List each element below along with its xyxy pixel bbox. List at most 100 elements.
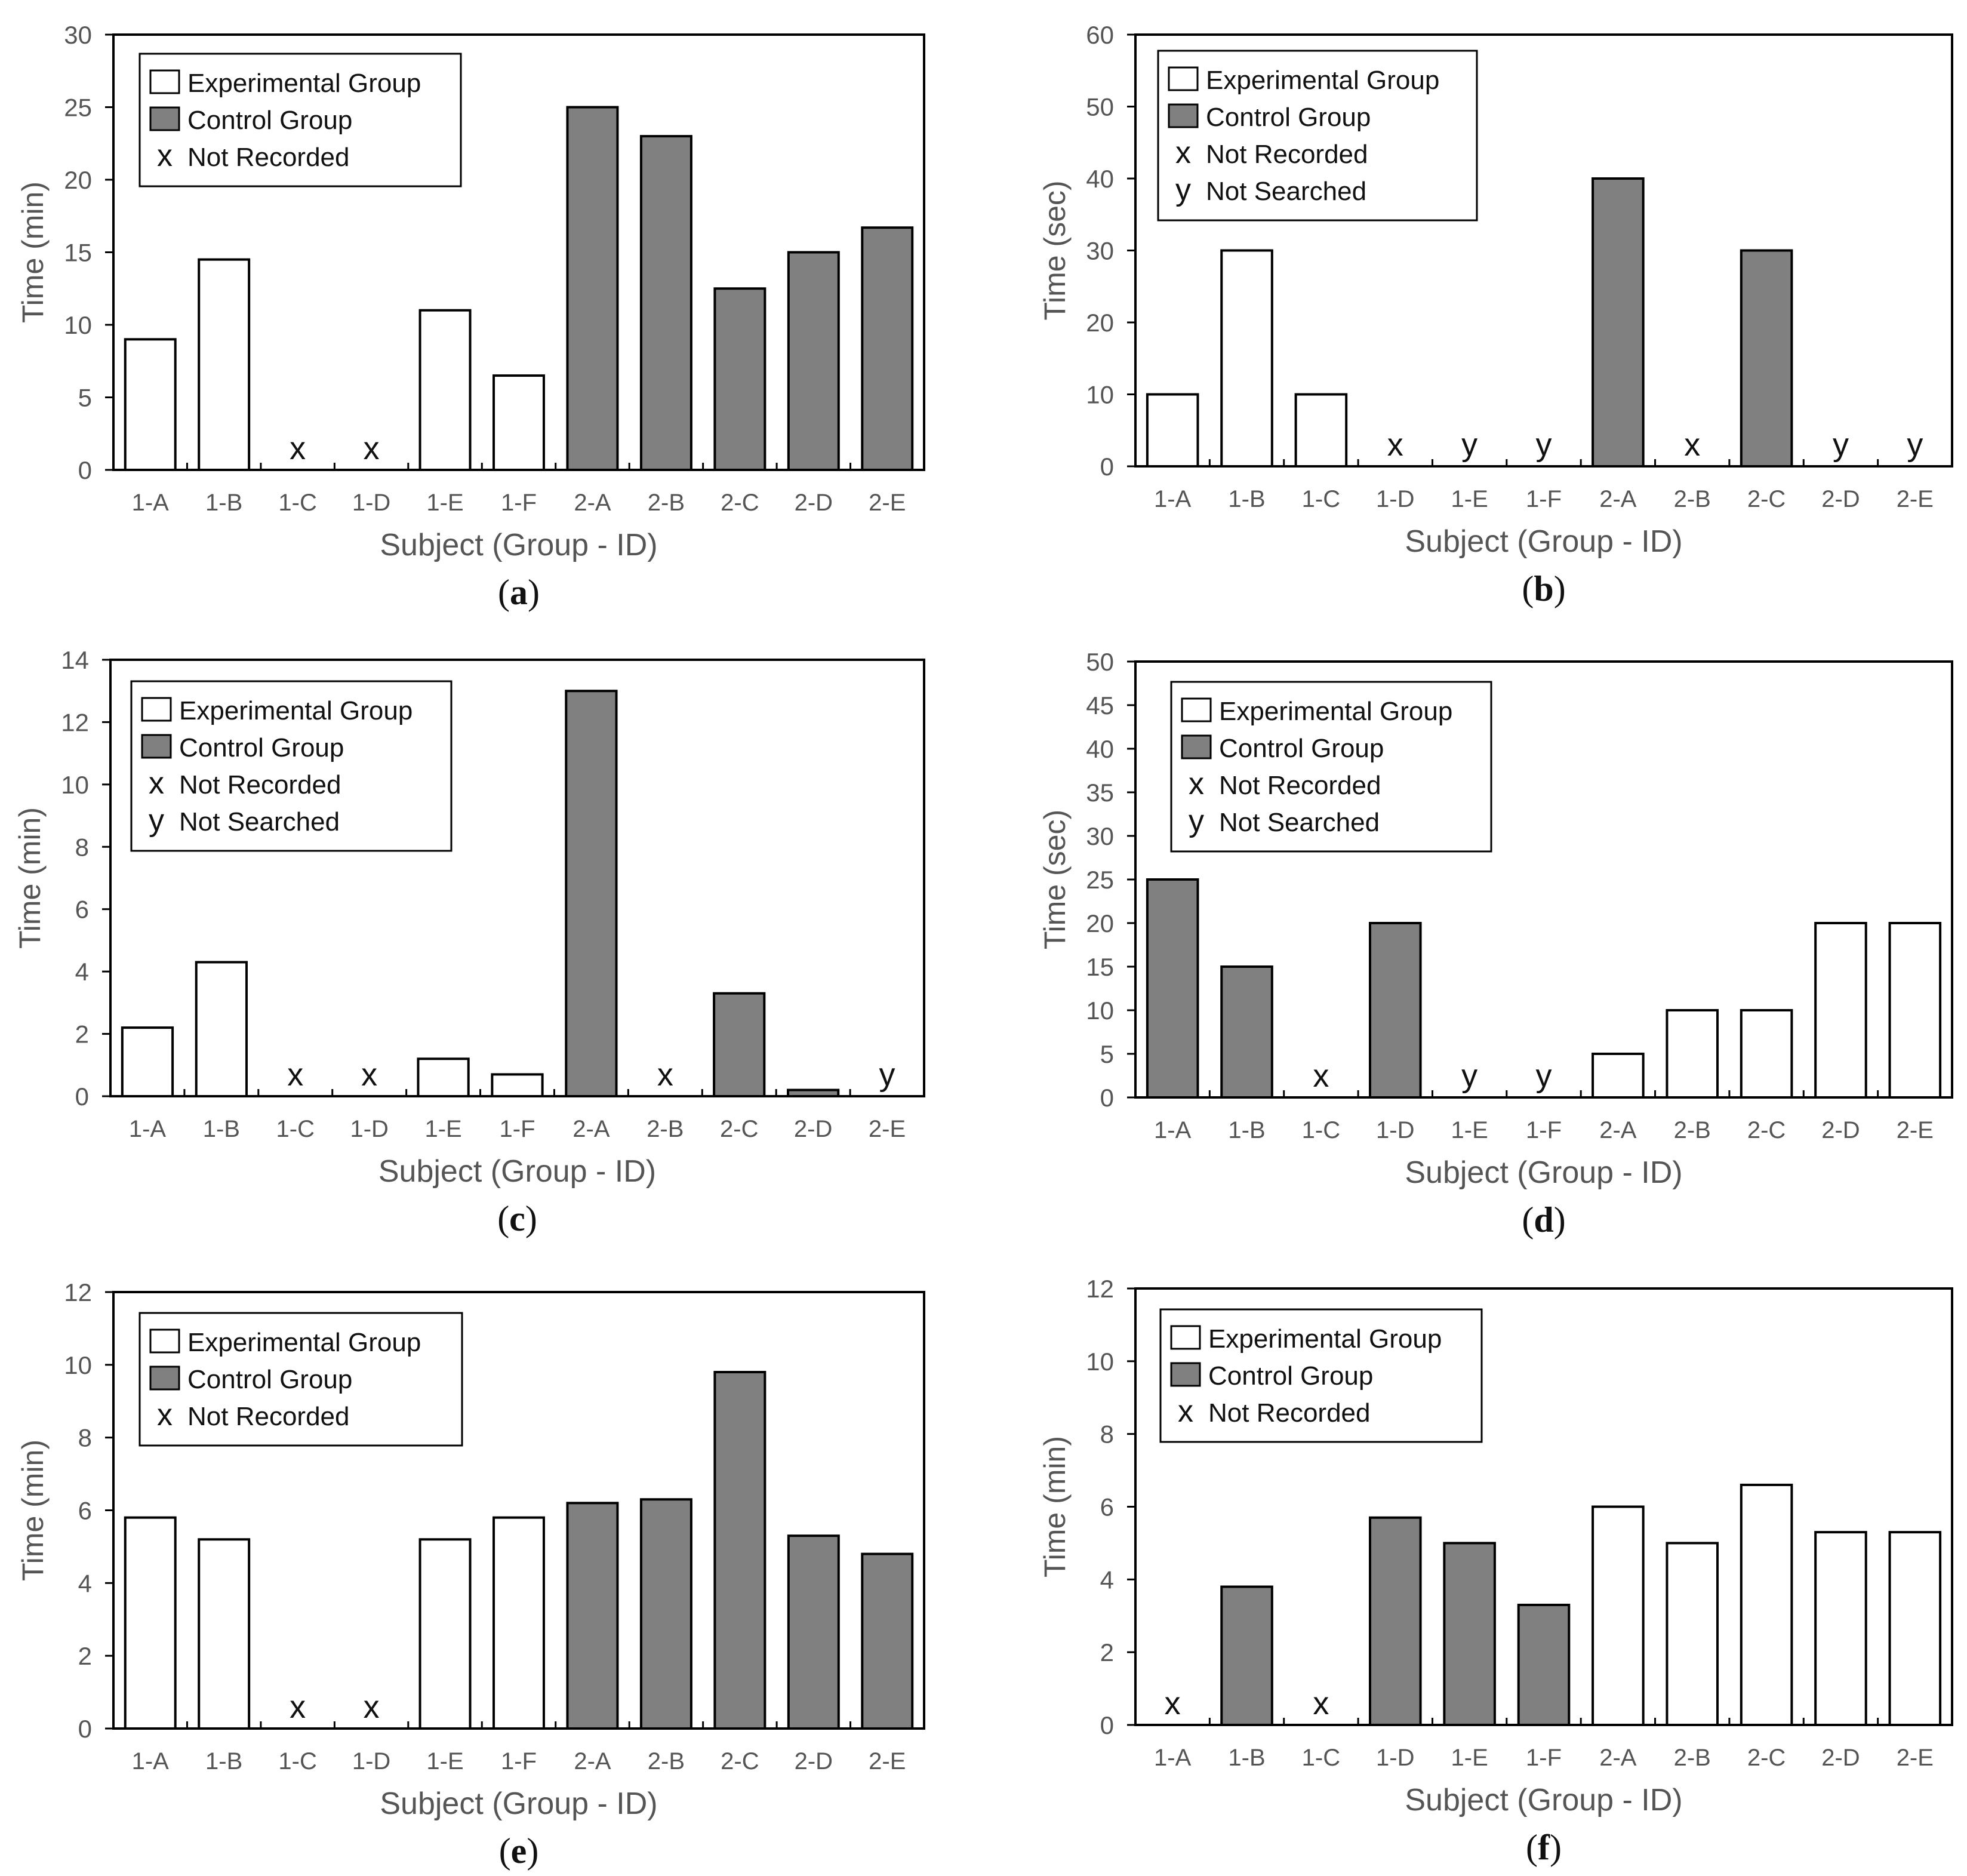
x-tick-label-a-1-B: 1-B — [205, 490, 242, 516]
bar-a-1-F — [492, 374, 545, 471]
bar-c-1-A — [121, 1026, 174, 1097]
x-tick-label-e-1-A: 1-A — [132, 1748, 170, 1774]
legend-swatch-control — [1170, 1362, 1201, 1387]
caption-paren: ) — [527, 1831, 538, 1871]
legend-swatch-experimental — [149, 69, 180, 94]
marker-b-1-D: x — [1387, 427, 1403, 463]
y-tick-label-c-4: 4 — [75, 958, 89, 986]
legend-symbol-not_recorded: x — [149, 766, 164, 801]
x-tick-label-c-1-E: 1-E — [424, 1116, 461, 1142]
bar-d-2-A — [1592, 1053, 1645, 1099]
x-tick-label-e-1-E: 1-E — [426, 1748, 463, 1774]
x-tick-label-d-2-B: 2-B — [1674, 1117, 1711, 1143]
bar-f-2-C — [1740, 1483, 1793, 1726]
legend-label-not_searched: Not Searched — [1206, 177, 1366, 206]
x-tick-label-b-2-C: 2-C — [1747, 486, 1786, 512]
marker-b-2-D: y — [1833, 427, 1849, 463]
y-tick-label-e-4: 4 — [78, 1569, 92, 1597]
bar-a-1-B — [198, 258, 251, 471]
x-tick-label-f-1-A: 1-A — [1154, 1745, 1192, 1771]
x-tick-label-c-1-F: 1-F — [500, 1116, 535, 1142]
x-axis-label-e: Subject (Group - ID) — [380, 1786, 657, 1821]
x-axis-label-c: Subject (Group - ID) — [378, 1154, 656, 1189]
legend-label-not_recorded: Not Recorded — [1219, 771, 1381, 800]
bar-b-1-B — [1220, 249, 1273, 468]
legend-label-experimental: Experimental Group — [1208, 1324, 1442, 1354]
x-axis-label-b: Subject (Group - ID) — [1405, 524, 1682, 559]
bar-b-2-A — [1592, 177, 1645, 468]
y-tick-label-e-6: 6 — [78, 1497, 92, 1525]
y-tick-label-e-12: 12 — [64, 1278, 92, 1306]
x-tick-label-d-1-D: 1-D — [1376, 1117, 1414, 1143]
x-tick-label-f-1-D: 1-D — [1376, 1745, 1414, 1771]
legend-swatch-experimental — [1168, 66, 1199, 91]
y-tick-label-a-20: 20 — [64, 166, 92, 194]
y-tick-label-d-35: 35 — [1086, 779, 1114, 807]
x-tick-label-e-1-F: 1-F — [501, 1748, 537, 1774]
legend-box — [130, 680, 452, 852]
bar-b-1-C — [1294, 393, 1348, 468]
caption-letter: e — [511, 1831, 527, 1871]
bar-d-1-B — [1220, 965, 1273, 1099]
bar-e-2-B — [639, 1498, 692, 1730]
x-tick-label-c-1-C: 1-C — [276, 1116, 315, 1142]
y-tick-label-c-8: 8 — [75, 833, 89, 861]
legend-swatch-control — [149, 106, 180, 131]
legend-symbol-not_recorded: x — [157, 139, 173, 173]
x-tick-label-a-2-C: 2-C — [721, 490, 759, 516]
caption-a: (a) — [498, 573, 540, 612]
bar-f-2-E — [1888, 1531, 1942, 1726]
y-axis-label-f: Time (min) — [1038, 1436, 1072, 1577]
y-tick-label-b-50: 50 — [1086, 93, 1114, 121]
chart-b: 1-A 1-B 1-C x 1-D y 1-E y 1-F 2-A x 2-B 2-C y 2-D y 2-E 0… — [1038, 21, 1953, 608]
legend-label-experimental: Experimental Group — [187, 69, 421, 98]
caption-letter: a — [510, 573, 528, 612]
legend-swatch-control — [141, 734, 172, 759]
x-tick-label-a-1-C: 1-C — [278, 490, 316, 516]
x-tick-label-d-2-A: 2-A — [1599, 1117, 1637, 1143]
bar-f-2-D — [1814, 1531, 1867, 1726]
x-tick-label-c-2-A: 2-A — [572, 1116, 610, 1142]
x-tick-label-d-1-A: 1-A — [1154, 1117, 1192, 1143]
caption-d: (d) — [1522, 1200, 1565, 1240]
x-tick-label-c-1-A: 1-A — [129, 1116, 167, 1142]
x-tick-label-f-1-B: 1-B — [1228, 1745, 1265, 1771]
legend-box — [1170, 681, 1492, 853]
bar-f-1-D — [1368, 1516, 1422, 1726]
bar-c-1-B — [195, 961, 248, 1097]
legend-label-not_recorded: Not Recorded — [1208, 1398, 1370, 1428]
legend-label-control: Control Group — [1219, 734, 1384, 763]
y-tick-label-c-6: 6 — [75, 896, 89, 924]
marker-b-2-B: x — [1684, 427, 1700, 463]
y-tick-label-c-0: 0 — [75, 1082, 89, 1111]
x-tick-label-e-2-E: 2-E — [869, 1748, 906, 1774]
x-tick-label-d-1-B: 1-B — [1228, 1117, 1265, 1143]
x-tick-label-b-1-D: 1-D — [1376, 486, 1414, 512]
marker-c-2-E: y — [879, 1057, 895, 1093]
legend-swatch-control — [1168, 103, 1199, 128]
y-tick-label-f-8: 8 — [1100, 1420, 1114, 1448]
caption-c: (c) — [497, 1199, 537, 1238]
x-tick-label-d-1-C: 1-C — [1302, 1117, 1340, 1143]
chart-a: 1-A 1-B x 1-C x 1-D 1-E 1-F 2-A 2-B 2-C 2-D 2-E 0 5 10 1… — [16, 21, 925, 612]
x-tick-label-f-2-E: 2-E — [1897, 1745, 1934, 1771]
y-tick-label-e-2: 2 — [78, 1642, 92, 1670]
chart-c: 1-A 1-B x 1-C x 1-D 1-E 1-F 2-A x 2-B 2-C 2-D y 2-E 0 2 4… — [13, 646, 925, 1238]
legend-d: Experimental Group Control Group x Not Reco… — [1170, 681, 1492, 853]
x-tick-label-d-2-C: 2-C — [1747, 1117, 1786, 1143]
caption-paren: ) — [1554, 1200, 1566, 1240]
caption-e: (e) — [499, 1831, 539, 1871]
y-tick-label-a-0: 0 — [78, 456, 92, 484]
caption-paren: ( — [497, 1199, 509, 1238]
legend-symbol-not_recorded: x — [157, 1398, 173, 1432]
y-tick-label-d-30: 30 — [1086, 822, 1114, 850]
legend-symbol-not_recorded: x — [1175, 136, 1191, 170]
x-tick-label-b-2-E: 2-E — [1897, 486, 1934, 512]
y-tick-label-d-25: 25 — [1086, 866, 1114, 894]
legend-label-experimental: Experimental Group — [1206, 66, 1439, 95]
chart-f: x 1-A 1-B x 1-C 1-D 1-E 1-F 2-A 2-B 2-C 2-D 2-E 0 2 4 6 8… — [1038, 1275, 1953, 1867]
x-tick-label-e-2-A: 2-A — [574, 1748, 611, 1774]
legend-box — [1159, 1308, 1483, 1443]
bar-e-1-E — [418, 1538, 472, 1730]
y-tick-label-c-2: 2 — [75, 1020, 89, 1048]
